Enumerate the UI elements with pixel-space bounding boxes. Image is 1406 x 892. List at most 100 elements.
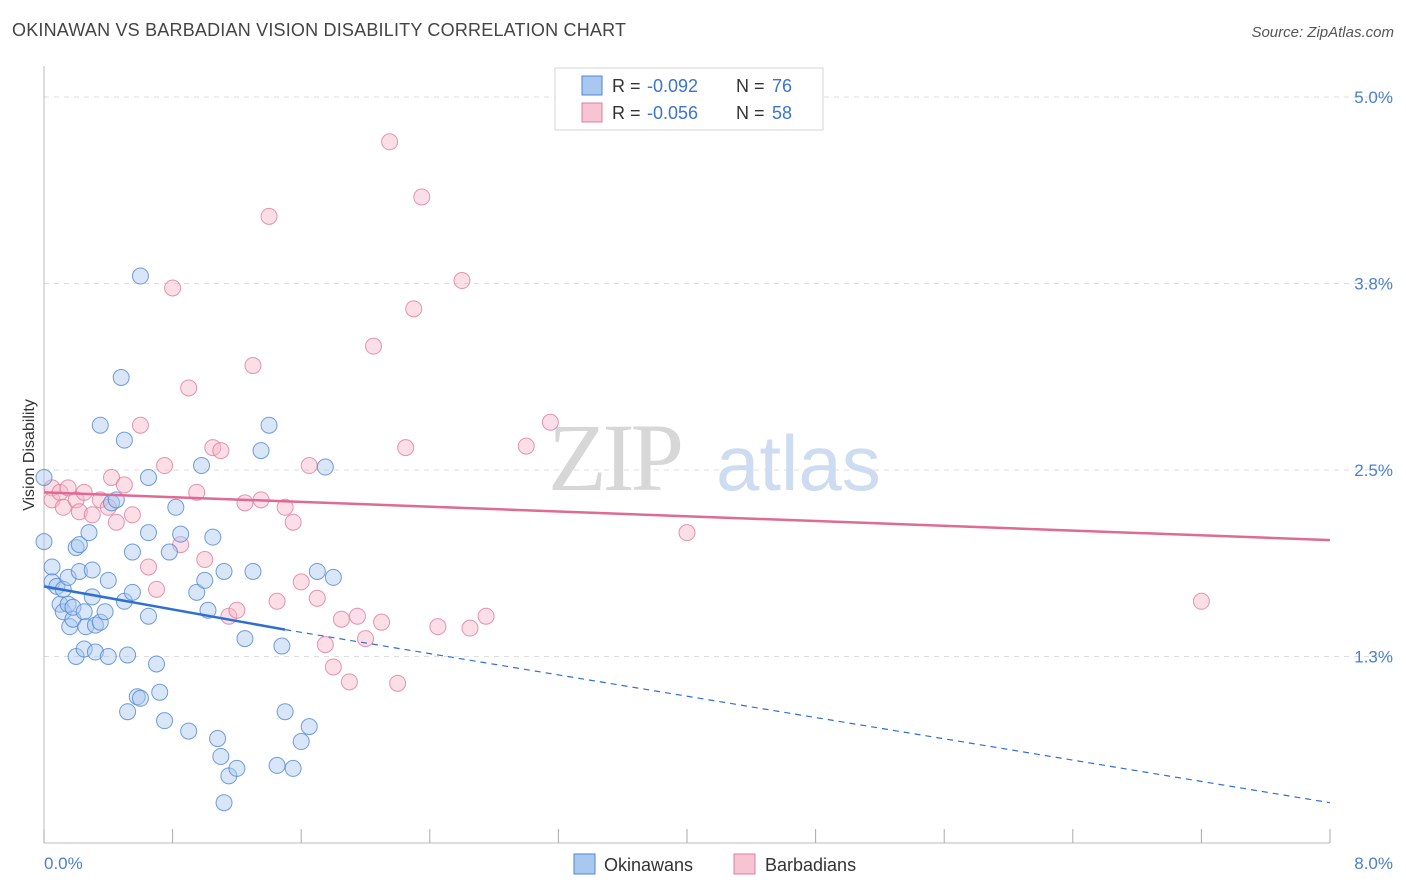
- data-points: [35, 133, 1210, 812]
- barbadians-swatch: [581, 102, 603, 123]
- okinawan-point: [119, 646, 137, 664]
- barbadian-point: [381, 133, 399, 151]
- okinawan-point: [215, 794, 233, 812]
- barbadian-point: [244, 357, 262, 375]
- okinawan-point: [273, 637, 291, 655]
- legend-okinawans-label: Okinawans: [604, 855, 693, 875]
- okinawan-point: [83, 561, 101, 579]
- stats-legend: R = -0.092 N = 76 R = -0.056 N = 58: [554, 67, 824, 131]
- okinawan-point: [75, 640, 93, 658]
- okinawan-point: [167, 498, 185, 516]
- okinawan-point: [115, 431, 133, 449]
- okinawan-point: [215, 562, 233, 580]
- okinawan-point: [139, 524, 157, 542]
- barbadian-point: [70, 503, 88, 521]
- okinawan-point: [180, 722, 198, 740]
- barbadian-point: [164, 279, 182, 297]
- okinawan-point: [99, 648, 117, 665]
- legend-barbadians-swatch: [733, 853, 756, 875]
- okinawan-point: [80, 524, 98, 542]
- okinawans-trend-line: [43, 585, 286, 631]
- y-tick-label: 5.0%: [1354, 88, 1393, 107]
- barbadian-point: [477, 607, 495, 625]
- barbadian-point: [461, 619, 479, 637]
- barbadian-point: [348, 607, 366, 625]
- barbadian-point: [357, 630, 374, 648]
- axes: [43, 66, 1331, 844]
- okinawan-point: [64, 598, 82, 616]
- barbadian-point: [332, 610, 350, 628]
- okinawan-point: [324, 568, 342, 586]
- y-tick-label: 1.3%: [1354, 648, 1393, 667]
- barbadian-point: [188, 483, 206, 501]
- barbadian-point: [123, 506, 141, 524]
- okinawan-point: [156, 712, 174, 730]
- barbadian-point: [308, 589, 326, 607]
- okinawan-point: [139, 607, 157, 625]
- barbadian-point: [75, 483, 93, 501]
- barbadian-point: [180, 379, 198, 397]
- barbadian-point: [541, 413, 559, 431]
- okinawan-point: [212, 747, 230, 765]
- okinawan-point: [59, 568, 77, 586]
- gridlines: [44, 96, 1392, 657]
- barbadian-point: [228, 601, 246, 619]
- y-tick-label: 3.8%: [1354, 275, 1393, 294]
- okinawan-point: [193, 457, 211, 475]
- okinawan-point: [86, 616, 104, 634]
- barbadian-point: [340, 673, 358, 691]
- barbadian-point: [115, 476, 133, 494]
- barbadians-r-label: R =: [612, 103, 641, 123]
- barbadian-point: [284, 513, 302, 531]
- okinawan-point: [148, 655, 166, 673]
- okinawan-point: [99, 571, 117, 589]
- okinawans-r-value: -0.092: [647, 76, 698, 96]
- x-tick-label-min: 0.0%: [44, 854, 83, 873]
- okinawan-point: [316, 458, 334, 476]
- okinawan-point: [188, 583, 206, 601]
- okinawans-n-value: 76: [772, 76, 792, 96]
- okinawan-point: [119, 703, 137, 721]
- okinawan-point: [172, 525, 190, 543]
- barbadian-point: [397, 439, 415, 457]
- barbadian-point: [83, 506, 101, 524]
- barbadian-point: [413, 188, 431, 206]
- x-tick-label-max: 8.0%: [1354, 854, 1393, 873]
- okinawan-point: [284, 759, 302, 777]
- okinawan-point: [86, 643, 104, 661]
- bottom-legend: Okinawans Barbadians: [573, 853, 856, 875]
- barbadian-point: [260, 207, 278, 225]
- barbadian-point: [517, 437, 535, 455]
- okinawans-swatch: [581, 75, 603, 96]
- okinawan-point: [160, 543, 178, 561]
- okinawan-point: [151, 683, 169, 701]
- okinawan-point: [91, 613, 109, 631]
- barbadian-point: [389, 674, 407, 692]
- source-label: Source: ZipAtlas.com: [1251, 24, 1394, 41]
- barbadian-point: [236, 494, 254, 512]
- legend-barbadians-label: Barbadians: [765, 855, 856, 875]
- okinawan-point: [292, 733, 310, 751]
- barbadian-point: [429, 618, 447, 636]
- barbadian-point: [139, 558, 157, 576]
- okinawan-point: [123, 543, 141, 561]
- x-tick-labels: 0.0% 8.0%: [44, 854, 1393, 873]
- okinawan-point: [196, 571, 214, 589]
- okinawans-r-label: R =: [612, 76, 641, 96]
- barbadian-point: [373, 613, 391, 631]
- barbadians-r-value: -0.056: [647, 103, 698, 123]
- okinawan-point: [204, 528, 222, 546]
- okinawans-trend-extension: [285, 629, 1331, 804]
- okinawan-point: [70, 562, 88, 580]
- barbadians-trend-line: [43, 491, 1331, 542]
- okinawan-point: [209, 730, 227, 748]
- okinawan-point: [35, 533, 53, 551]
- barbadian-point: [453, 272, 471, 290]
- barbadian-point: [292, 573, 310, 591]
- y-axis-label: Vision Disability: [21, 399, 38, 511]
- okinawan-point: [75, 603, 93, 621]
- watermark: ZIP atlas: [548, 404, 881, 511]
- chart-title: OKINAWAN VS BARBADIAN VISION DISABILITY …: [12, 20, 627, 40]
- barbadian-point: [405, 300, 423, 318]
